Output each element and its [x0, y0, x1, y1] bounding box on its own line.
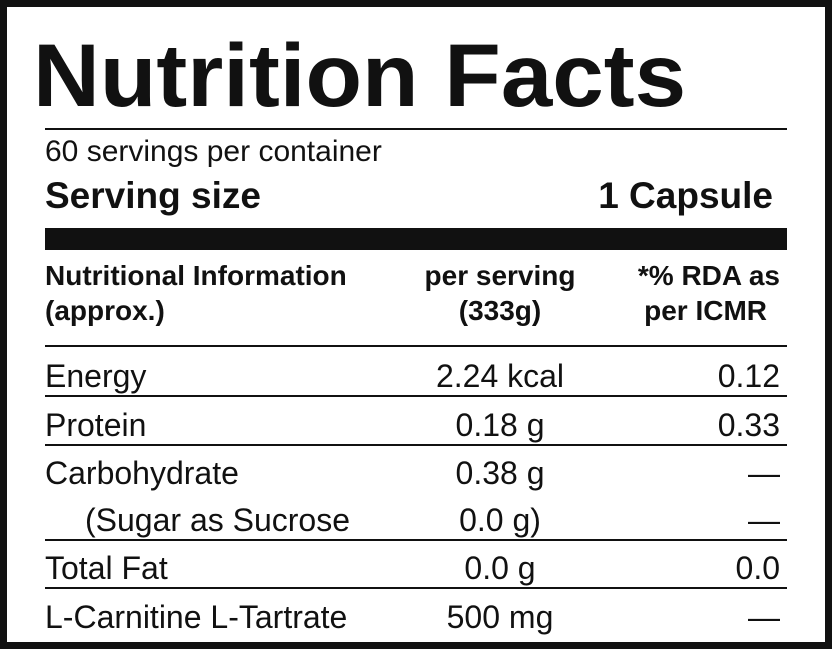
- column-header: (approx.): [45, 295, 165, 326]
- rda-percent: 0.33: [717, 407, 780, 443]
- servings: 60 servings per container: [45, 135, 382, 168]
- rda-percent: —: [748, 455, 780, 491]
- per-serving: 2.24 kcal: [435, 358, 565, 394]
- rda-percent: —: [748, 502, 780, 538]
- nutrient-name: Total Fat: [45, 550, 168, 586]
- rule: [45, 345, 787, 347]
- per-serving: 0.0 g: [464, 550, 536, 586]
- nutrient-name: Protein: [45, 407, 147, 443]
- row-rule: [45, 395, 787, 397]
- per-serving: 0.38 g: [455, 455, 545, 491]
- row-rule: [45, 444, 787, 446]
- column-header: per ICMR: [644, 295, 767, 326]
- serving-size-label: Serving size: [45, 175, 261, 216]
- rda-percent: 0.12: [717, 358, 780, 394]
- column-header: *% RDA as: [637, 260, 780, 291]
- rda-percent: 0.0: [735, 550, 780, 586]
- column-header: per serving: [424, 260, 576, 291]
- per-serving: 0.18 g: [455, 407, 545, 443]
- per-serving: 500 mg: [446, 599, 554, 635]
- nutrient-name: Energy: [45, 358, 147, 394]
- nutrient-name: Carbohydrate: [45, 455, 239, 491]
- rule: [45, 128, 787, 130]
- row-rule: [45, 539, 787, 541]
- row-rule: [45, 587, 787, 589]
- column-header: (333g): [458, 295, 542, 326]
- per-serving: 0.0 g): [459, 502, 541, 538]
- rda-percent: —: [748, 599, 780, 635]
- nutrient-name: L-Carnitine L-Tartrate: [45, 599, 348, 635]
- thick-bar: [45, 228, 787, 250]
- serving-size-value: 1 Capsule: [598, 175, 773, 216]
- title: Nutrition Facts: [33, 25, 687, 125]
- nutrient-name: (Sugar as Sucrose: [85, 502, 351, 538]
- column-header: Nutritional Information: [45, 260, 347, 291]
